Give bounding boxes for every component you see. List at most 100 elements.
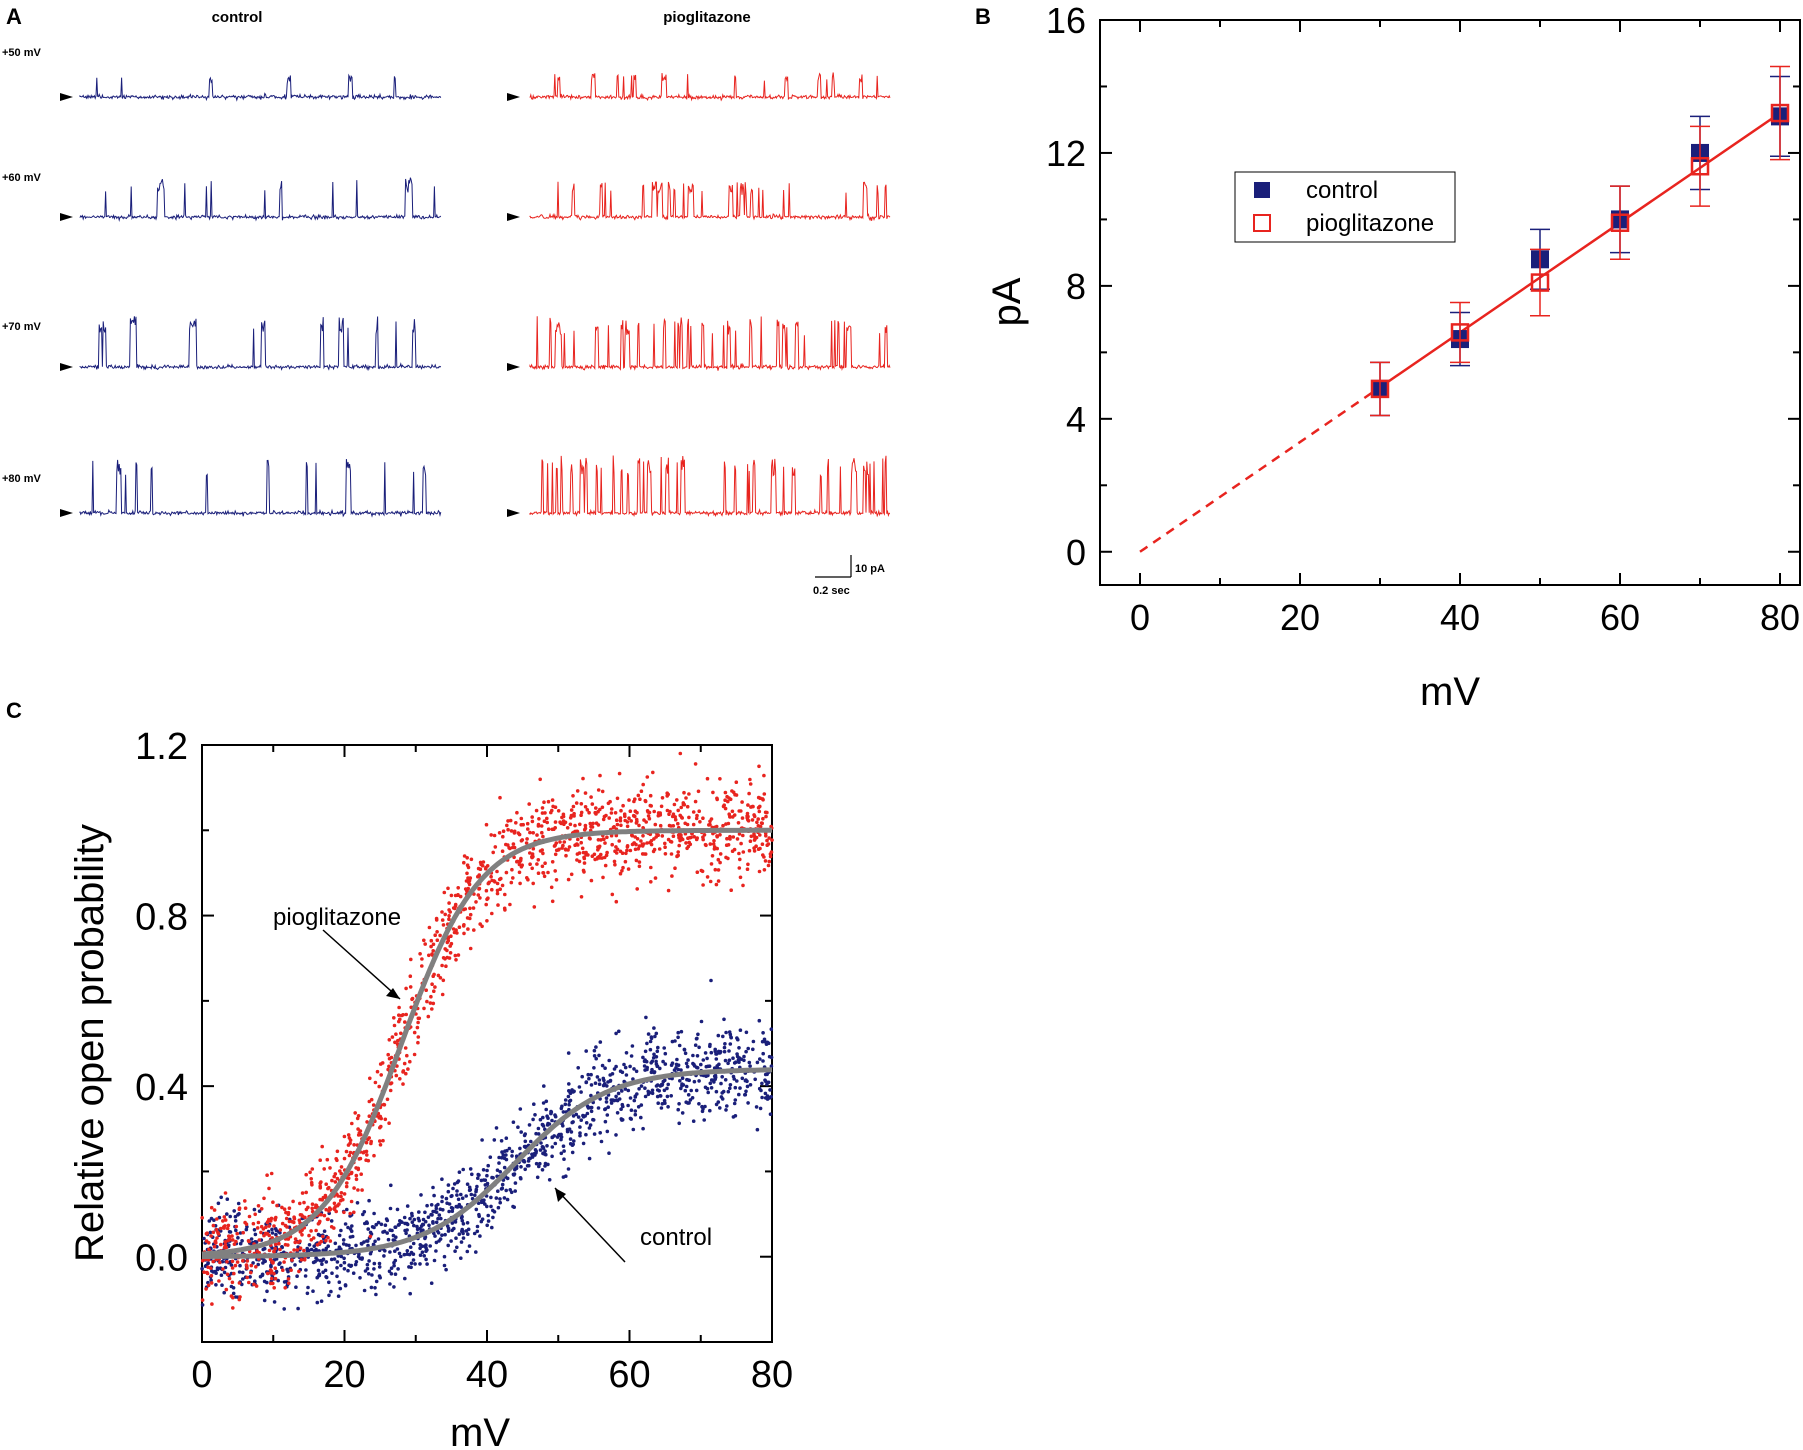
c-point-pioglitazone [322, 1213, 327, 1218]
c-point-control [370, 1273, 374, 1277]
c-point-control [587, 1126, 592, 1130]
c-point-pioglitazone [345, 1181, 349, 1185]
c-point-pioglitazone [273, 1246, 278, 1251]
c-point-control [498, 1197, 502, 1201]
c-point-pioglitazone [346, 1176, 351, 1181]
c-point-control [743, 1093, 747, 1097]
c-point-control [237, 1270, 242, 1274]
c-point-control [405, 1204, 410, 1208]
c-point-pioglitazone [403, 1046, 408, 1050]
c-point-pioglitazone [399, 1031, 403, 1036]
c-point-control [760, 1081, 764, 1086]
c-point-control [244, 1227, 249, 1232]
c-point-pioglitazone [360, 1188, 364, 1192]
c-point-pioglitazone [761, 816, 765, 821]
c-point-control [604, 1100, 609, 1104]
c-point-pioglitazone [371, 1103, 376, 1107]
c-point-control [461, 1231, 465, 1236]
c-point-pioglitazone [335, 1158, 339, 1163]
c-point-pioglitazone [449, 934, 453, 938]
c-point-control [457, 1170, 462, 1174]
c-point-pioglitazone [409, 957, 413, 962]
c-point-control [468, 1167, 473, 1171]
c-point-pioglitazone [449, 941, 454, 946]
panel-a-label: A [6, 4, 22, 29]
c-point-pioglitazone [517, 862, 522, 867]
c-point-control [598, 1131, 602, 1135]
c-point-pioglitazone [223, 1191, 228, 1195]
c-point-control [209, 1278, 213, 1282]
column-label-pioglitazone: pioglitazone [663, 9, 751, 26]
c-point-pioglitazone [594, 806, 598, 810]
c-point-pioglitazone [735, 837, 740, 841]
c-point-pioglitazone [631, 813, 636, 818]
c-point-pioglitazone [745, 816, 749, 820]
c-point-pioglitazone [563, 820, 568, 825]
c-point-pioglitazone [290, 1258, 294, 1262]
c-point-pioglitazone [398, 1077, 402, 1081]
c-point-control [563, 1102, 568, 1107]
c-point-control [550, 1118, 554, 1123]
c-point-control [474, 1250, 478, 1254]
c-point-pioglitazone [286, 1212, 291, 1217]
c-point-pioglitazone [222, 1226, 226, 1230]
c-point-pioglitazone [563, 848, 568, 852]
c-point-pioglitazone [292, 1215, 296, 1219]
c-point-pioglitazone [298, 1246, 303, 1250]
annotation-arrow-control [554, 1187, 626, 1263]
c-point-pioglitazone [649, 865, 653, 870]
c-point-control [367, 1198, 371, 1203]
c-point-control [578, 1131, 582, 1135]
c-point-control [737, 1046, 741, 1050]
c-point-pioglitazone [614, 818, 619, 822]
c-point-control [466, 1232, 470, 1236]
c-point-control [632, 1067, 636, 1071]
c-point-pioglitazone [330, 1178, 334, 1183]
c-point-control [466, 1227, 471, 1232]
c-point-pioglitazone [410, 996, 415, 1001]
c-point-control [736, 1037, 740, 1042]
c-point-control [329, 1289, 333, 1294]
c-point-pioglitazone [221, 1267, 225, 1271]
c-point-control [733, 1085, 738, 1090]
c-point-control [755, 1060, 760, 1065]
c-point-pioglitazone [739, 841, 743, 846]
c-point-control [336, 1294, 341, 1298]
c-point-pioglitazone [677, 843, 681, 848]
c-point-control [262, 1298, 267, 1303]
c-point-pioglitazone [741, 883, 745, 888]
c-point-pioglitazone [726, 856, 730, 861]
c-point-pioglitazone [506, 843, 510, 847]
c-point-pioglitazone [589, 795, 593, 799]
c-point-control [385, 1218, 390, 1223]
c-point-control [409, 1261, 414, 1266]
c-point-pioglitazone [691, 822, 696, 827]
c-point-control [399, 1254, 403, 1259]
c-point-pioglitazone [471, 906, 476, 910]
c-point-control [569, 1130, 574, 1134]
c-point-pioglitazone [303, 1215, 307, 1220]
c-point-pioglitazone [441, 923, 446, 927]
c-point-pioglitazone [501, 829, 506, 833]
c-point-pioglitazone [207, 1247, 211, 1252]
c-point-control [412, 1217, 417, 1222]
c-point-pioglitazone [387, 1121, 391, 1125]
c-point-pioglitazone [503, 892, 507, 897]
c-point-pioglitazone [729, 888, 733, 892]
c-point-control [742, 1058, 746, 1063]
c-point-pioglitazone [468, 906, 472, 911]
c-point-pioglitazone [530, 819, 535, 824]
c-point-pioglitazone [761, 798, 765, 802]
c-point-pioglitazone [379, 1073, 384, 1077]
plot-c-axes: 0 20 40 60 800.00.40.81.2 [135, 726, 793, 1396]
c-point-control [452, 1182, 457, 1186]
c-point-control [237, 1212, 241, 1216]
c-point-control [392, 1285, 396, 1289]
c-point-control [648, 1039, 653, 1044]
c-point-pioglitazone [241, 1259, 245, 1263]
c-point-pioglitazone [373, 1080, 378, 1085]
c-point-control [343, 1283, 348, 1288]
c-point-control [446, 1189, 451, 1194]
c-point-pioglitazone [531, 831, 535, 835]
c-point-pioglitazone [716, 879, 721, 883]
